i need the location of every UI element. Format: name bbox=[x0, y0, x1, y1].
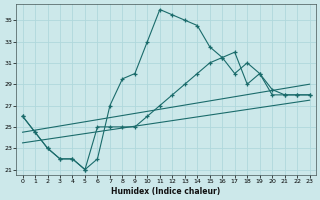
X-axis label: Humidex (Indice chaleur): Humidex (Indice chaleur) bbox=[111, 187, 221, 196]
